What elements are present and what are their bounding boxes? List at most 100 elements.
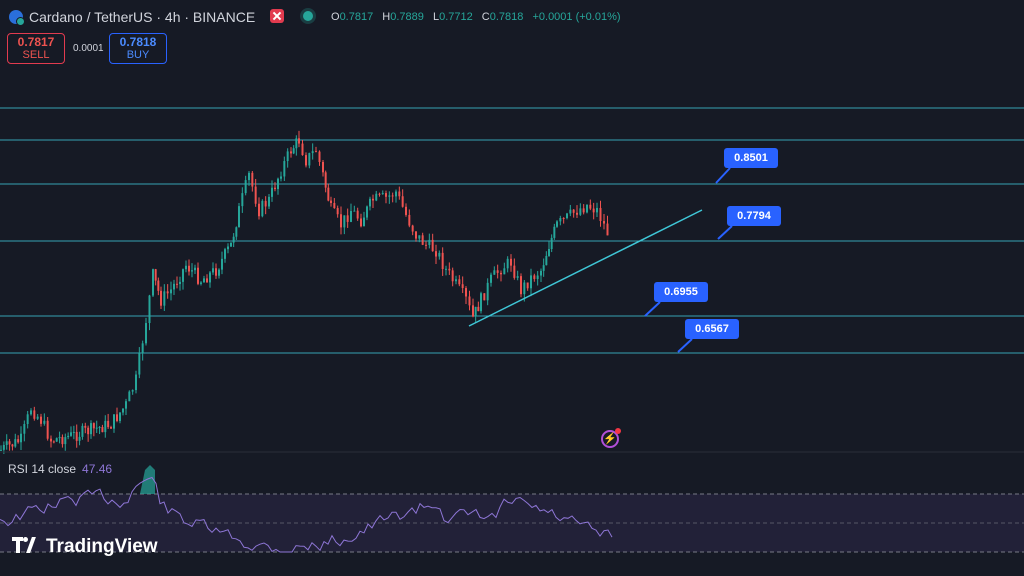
candle-body xyxy=(43,420,46,424)
level-label-0[interactable]: 0.8501 xyxy=(724,148,778,168)
candle-body xyxy=(290,151,292,154)
candle-body xyxy=(421,235,424,245)
candle-body xyxy=(579,208,582,215)
candle-body xyxy=(235,227,238,237)
candle-body xyxy=(606,223,609,236)
candle-body xyxy=(8,441,11,445)
trend-line[interactable] xyxy=(468,209,703,327)
candle-body xyxy=(490,274,492,283)
candle-body xyxy=(295,138,298,149)
candle-body xyxy=(395,191,397,197)
candle-body xyxy=(431,239,434,252)
candle-body xyxy=(388,195,391,197)
candle-body xyxy=(122,408,124,413)
candle-body xyxy=(206,278,208,283)
candle-body xyxy=(286,151,289,162)
candle-body xyxy=(95,427,98,429)
tradingview-logo: TradingView xyxy=(12,536,158,558)
candle-body xyxy=(569,209,572,214)
candle-body xyxy=(603,221,605,224)
candle-body xyxy=(113,414,115,429)
close-icon[interactable] xyxy=(270,9,284,23)
candle-body xyxy=(369,198,371,207)
level-label-2[interactable]: 0.6955 xyxy=(654,282,708,302)
candle-body xyxy=(72,431,75,433)
candle-body xyxy=(576,212,578,215)
candle-body xyxy=(212,268,214,273)
candle-body xyxy=(510,258,512,266)
candle-body xyxy=(411,225,414,232)
candle-body xyxy=(163,291,166,306)
level-label-1[interactable]: 0.7794 xyxy=(727,206,781,226)
buy-button[interactable]: 0.7818 BUY xyxy=(109,33,167,64)
rsi-legend: RSI 14 close 47.46 xyxy=(8,462,112,476)
candle-body xyxy=(445,268,447,270)
candle-body xyxy=(378,193,381,195)
candle-body xyxy=(70,432,72,436)
candle-body xyxy=(258,203,260,217)
logo-text: TradingView xyxy=(46,536,158,557)
candle-body xyxy=(465,288,467,297)
candle-body xyxy=(194,267,196,271)
candle-body xyxy=(50,438,52,442)
candle-body xyxy=(141,343,144,354)
candle-body xyxy=(360,218,362,227)
level-pointer-1 xyxy=(717,225,733,240)
candle-body xyxy=(17,439,20,443)
candle-body xyxy=(474,306,477,317)
rsi-line xyxy=(0,476,613,553)
candle-body xyxy=(232,236,235,243)
candle-body xyxy=(224,249,226,259)
candle-body xyxy=(2,444,5,450)
buy-price: 0.7818 xyxy=(119,35,157,49)
candle-body xyxy=(356,210,359,219)
candle-body xyxy=(238,206,240,228)
candle-body xyxy=(480,293,482,312)
candle-body xyxy=(375,193,378,201)
level-label-3[interactable]: 0.6567 xyxy=(685,319,739,339)
symbol-title[interactable]: Cardano / TetherUS · 4h · BINANCE xyxy=(29,9,256,25)
candle-body xyxy=(596,207,598,213)
candle-body xyxy=(107,420,110,428)
candle-body xyxy=(496,270,499,273)
candle-body xyxy=(330,200,332,204)
candle-body xyxy=(441,252,444,270)
candle-body xyxy=(36,416,39,419)
candle-body xyxy=(209,272,211,283)
candle-body xyxy=(0,449,2,451)
sell-label: SELL xyxy=(22,49,50,61)
candle-body xyxy=(530,275,532,289)
candle-body xyxy=(340,214,342,228)
candle-body xyxy=(559,218,562,222)
candle-body xyxy=(283,161,286,177)
candle-body xyxy=(170,289,172,294)
candle-body xyxy=(230,242,232,247)
candle-body xyxy=(185,265,187,270)
candle-body xyxy=(20,433,22,443)
open-value: 0.7817 xyxy=(339,11,374,23)
candle-body xyxy=(586,204,588,213)
candle-body xyxy=(381,193,384,195)
candle-body xyxy=(52,441,55,443)
candle-body xyxy=(366,206,368,218)
candle-body xyxy=(327,187,330,201)
candle-body xyxy=(523,282,526,295)
open-key: O xyxy=(331,11,340,23)
candle-body xyxy=(67,435,70,438)
candle-body xyxy=(336,208,339,215)
close-key: C xyxy=(481,11,490,23)
candle-body xyxy=(182,269,184,282)
candle-body xyxy=(81,425,84,437)
candle-body xyxy=(322,161,324,173)
candle-body xyxy=(540,270,542,276)
flash-icon[interactable]: ⚡ xyxy=(601,428,621,448)
candle-body xyxy=(264,200,267,207)
candle-body xyxy=(11,444,14,447)
candle-body xyxy=(188,265,190,272)
candle-body xyxy=(128,391,131,402)
sell-button[interactable]: 0.7817 SELL xyxy=(7,33,65,64)
candle-body xyxy=(191,270,193,272)
candle-body xyxy=(61,437,64,445)
sell-price: 0.7817 xyxy=(17,35,55,49)
